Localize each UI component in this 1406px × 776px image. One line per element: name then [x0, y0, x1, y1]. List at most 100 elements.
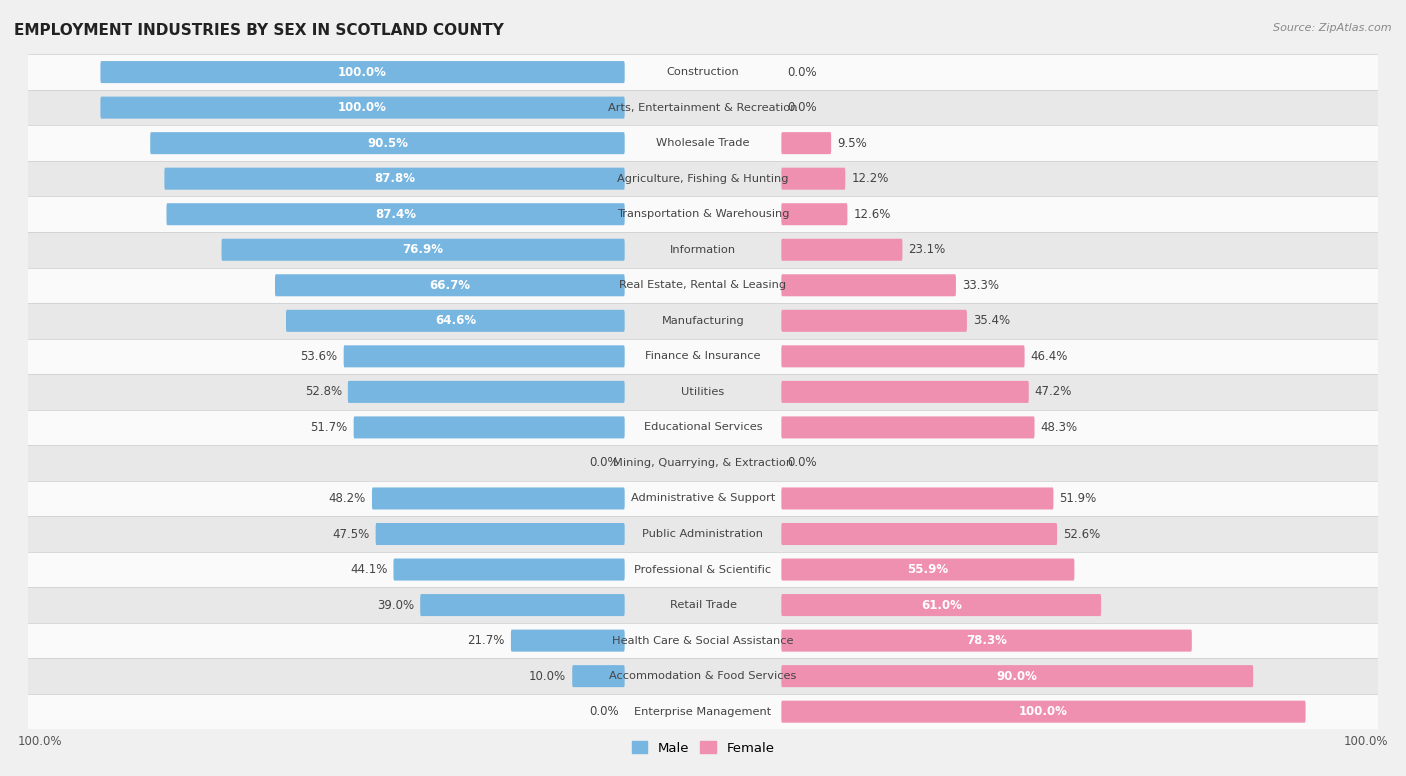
FancyBboxPatch shape — [782, 559, 1074, 580]
Text: 51.9%: 51.9% — [1060, 492, 1097, 505]
Text: 46.4%: 46.4% — [1031, 350, 1069, 363]
Text: 23.1%: 23.1% — [908, 243, 946, 256]
FancyBboxPatch shape — [343, 345, 624, 367]
FancyBboxPatch shape — [166, 203, 624, 225]
Text: 48.2%: 48.2% — [329, 492, 366, 505]
Text: Health Care & Social Assistance: Health Care & Social Assistance — [612, 636, 794, 646]
FancyBboxPatch shape — [782, 168, 845, 189]
Bar — [28, 232, 1378, 268]
Text: 0.0%: 0.0% — [787, 101, 817, 114]
FancyBboxPatch shape — [572, 665, 624, 688]
Text: 100.0%: 100.0% — [337, 66, 387, 78]
Text: 0.0%: 0.0% — [589, 705, 619, 718]
Bar — [28, 658, 1378, 694]
Text: Educational Services: Educational Services — [644, 422, 762, 432]
Text: 53.6%: 53.6% — [301, 350, 337, 363]
FancyBboxPatch shape — [150, 132, 624, 154]
Text: 87.4%: 87.4% — [375, 208, 416, 220]
Text: 52.6%: 52.6% — [1063, 528, 1101, 541]
Text: Utilities: Utilities — [682, 387, 724, 397]
Text: 12.2%: 12.2% — [851, 172, 889, 185]
FancyBboxPatch shape — [782, 239, 903, 261]
Text: 61.0%: 61.0% — [921, 598, 962, 611]
FancyBboxPatch shape — [782, 629, 1192, 652]
Text: Construction: Construction — [666, 67, 740, 77]
Bar — [28, 161, 1378, 196]
Bar — [28, 410, 1378, 445]
Text: 12.6%: 12.6% — [853, 208, 891, 220]
Text: 66.7%: 66.7% — [429, 279, 471, 292]
FancyBboxPatch shape — [222, 239, 624, 261]
Bar — [28, 303, 1378, 338]
Text: 0.0%: 0.0% — [787, 66, 817, 78]
Text: Finance & Insurance: Finance & Insurance — [645, 352, 761, 362]
FancyBboxPatch shape — [100, 96, 624, 119]
Text: EMPLOYMENT INDUSTRIES BY SEX IN SCOTLAND COUNTY: EMPLOYMENT INDUSTRIES BY SEX IN SCOTLAND… — [14, 23, 503, 38]
Bar — [28, 90, 1378, 126]
Text: 39.0%: 39.0% — [377, 598, 415, 611]
Legend: Male, Female: Male, Female — [626, 736, 780, 760]
Text: 51.7%: 51.7% — [311, 421, 347, 434]
FancyBboxPatch shape — [354, 417, 624, 438]
Bar — [28, 587, 1378, 623]
FancyBboxPatch shape — [782, 203, 848, 225]
FancyBboxPatch shape — [782, 487, 1053, 510]
FancyBboxPatch shape — [165, 168, 624, 189]
Text: 100.0%: 100.0% — [1019, 705, 1069, 718]
Bar — [28, 268, 1378, 303]
Text: 55.9%: 55.9% — [907, 563, 949, 576]
Text: Mining, Quarrying, & Extraction: Mining, Quarrying, & Extraction — [613, 458, 793, 468]
FancyBboxPatch shape — [420, 594, 624, 616]
Bar — [28, 516, 1378, 552]
Text: Manufacturing: Manufacturing — [662, 316, 744, 326]
Text: 44.1%: 44.1% — [350, 563, 388, 576]
Text: 90.0%: 90.0% — [997, 670, 1038, 683]
FancyBboxPatch shape — [782, 381, 1029, 403]
FancyBboxPatch shape — [782, 701, 1306, 722]
Text: 0.0%: 0.0% — [589, 456, 619, 469]
Text: Transportation & Warehousing: Transportation & Warehousing — [617, 210, 789, 219]
Text: Information: Information — [669, 244, 737, 255]
FancyBboxPatch shape — [782, 132, 831, 154]
Text: Public Administration: Public Administration — [643, 529, 763, 539]
Text: 0.0%: 0.0% — [787, 456, 817, 469]
Text: 48.3%: 48.3% — [1040, 421, 1077, 434]
FancyBboxPatch shape — [510, 629, 624, 652]
Bar — [28, 445, 1378, 480]
Text: 76.9%: 76.9% — [402, 243, 444, 256]
Text: Retail Trade: Retail Trade — [669, 600, 737, 610]
Bar — [28, 694, 1378, 729]
Text: 52.8%: 52.8% — [305, 386, 342, 398]
Text: 9.5%: 9.5% — [837, 137, 868, 150]
FancyBboxPatch shape — [782, 274, 956, 296]
FancyBboxPatch shape — [100, 61, 624, 83]
Bar — [28, 623, 1378, 658]
Text: 33.3%: 33.3% — [962, 279, 998, 292]
Bar — [28, 196, 1378, 232]
Text: 100.0%: 100.0% — [337, 101, 387, 114]
FancyBboxPatch shape — [276, 274, 624, 296]
FancyBboxPatch shape — [782, 594, 1101, 616]
FancyBboxPatch shape — [782, 310, 967, 332]
Text: Real Estate, Rental & Leasing: Real Estate, Rental & Leasing — [620, 280, 786, 290]
Text: Enterprise Management: Enterprise Management — [634, 707, 772, 717]
Text: Administrative & Support: Administrative & Support — [631, 494, 775, 504]
FancyBboxPatch shape — [782, 417, 1035, 438]
Text: 35.4%: 35.4% — [973, 314, 1010, 327]
Text: 64.6%: 64.6% — [434, 314, 475, 327]
Bar — [28, 552, 1378, 587]
Text: Wholesale Trade: Wholesale Trade — [657, 138, 749, 148]
Bar — [28, 338, 1378, 374]
Bar — [28, 374, 1378, 410]
FancyBboxPatch shape — [373, 487, 624, 510]
Bar — [28, 480, 1378, 516]
Bar — [28, 126, 1378, 161]
FancyBboxPatch shape — [782, 523, 1057, 545]
Text: Source: ZipAtlas.com: Source: ZipAtlas.com — [1274, 23, 1392, 33]
FancyBboxPatch shape — [285, 310, 624, 332]
Text: Agriculture, Fishing & Hunting: Agriculture, Fishing & Hunting — [617, 174, 789, 184]
FancyBboxPatch shape — [394, 559, 624, 580]
Text: Accommodation & Food Services: Accommodation & Food Services — [609, 671, 797, 681]
FancyBboxPatch shape — [782, 665, 1253, 688]
FancyBboxPatch shape — [782, 345, 1025, 367]
